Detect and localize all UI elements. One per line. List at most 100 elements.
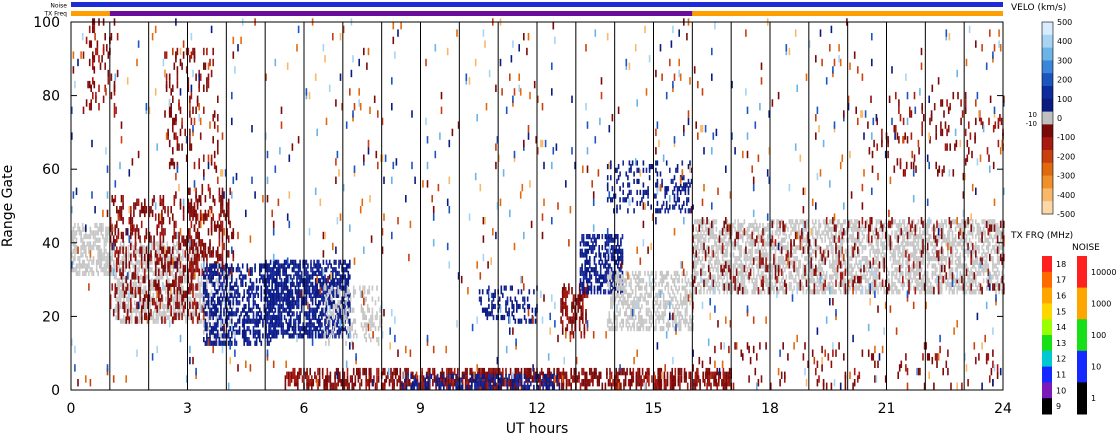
data-cell: [187, 187, 190, 195]
data-cell: [622, 303, 624, 310]
data-cell: [773, 263, 775, 269]
data-cell: [176, 73, 179, 81]
data-cell: [199, 285, 201, 291]
data-cell: [327, 326, 329, 332]
data-cell: [252, 296, 255, 302]
data-cell: [830, 230, 833, 236]
data-cell: [77, 263, 79, 269]
data-cell: [811, 226, 814, 232]
data-cell: [565, 301, 567, 310]
data-cell: [268, 329, 270, 335]
data-cell: [111, 256, 113, 262]
data-cell: [579, 281, 582, 287]
data-cell: [832, 248, 834, 254]
data-cell: [603, 263, 605, 269]
data-cell: [154, 250, 157, 258]
data-cell: [159, 287, 162, 295]
data-cell: [148, 279, 151, 287]
data-cell: [162, 235, 165, 243]
data-cell: [707, 252, 710, 258]
data-cell: [720, 245, 722, 251]
data-cell: [149, 259, 151, 265]
data-cell: [227, 250, 230, 258]
data-cell: [377, 337, 380, 343]
data-cell: [489, 311, 492, 317]
data-cell: [88, 58, 91, 67]
data-cell: [704, 226, 707, 232]
data-cell: [332, 281, 334, 287]
data-cell: [695, 274, 697, 280]
data-cell: [224, 263, 227, 269]
data-cell: [752, 289, 755, 295]
data-cell: [740, 263, 743, 269]
data-cell: [269, 303, 272, 310]
data-cell: [681, 300, 684, 306]
data-cell: [796, 267, 798, 273]
data-cell: [166, 307, 169, 313]
data-cell: [768, 226, 770, 232]
data-cell: [725, 285, 727, 291]
data-cell: [235, 281, 238, 287]
data-cell: [836, 259, 839, 265]
data-cell: [816, 267, 819, 273]
data-cell: [204, 209, 207, 218]
data-cell: [174, 296, 176, 302]
data-cell: [319, 270, 322, 276]
data-cell: [136, 316, 138, 324]
data-cell: [749, 248, 752, 254]
data-cell: [683, 318, 685, 324]
data-cell: [140, 274, 142, 280]
data-cell: [181, 298, 183, 306]
data-cell: [765, 226, 767, 232]
data-cell: [335, 274, 337, 280]
data-cell: [231, 278, 233, 284]
data-cell: [255, 303, 258, 310]
data-cell: [193, 239, 196, 247]
data-cell: [581, 237, 583, 243]
data-cell: [376, 314, 378, 321]
data-cell: [272, 303, 275, 310]
data-cell: [661, 270, 663, 276]
data-cell: [830, 278, 833, 284]
data-cell: [725, 270, 727, 276]
data-cell: [221, 322, 224, 328]
data-cell: [80, 234, 82, 240]
data-cell: [734, 256, 736, 262]
data-cell: [606, 164, 609, 170]
data-cell: [290, 333, 292, 339]
data-cell: [266, 267, 269, 273]
data-cell: [159, 231, 162, 240]
data-cell: [252, 333, 255, 339]
data-cell: [203, 300, 205, 306]
data-cell: [770, 256, 772, 262]
data-cell: [90, 99, 92, 107]
data-cell: [726, 230, 729, 236]
data-cell: [299, 263, 301, 269]
data-cell: [209, 322, 211, 328]
data-cell: [254, 340, 256, 346]
data-cell: [604, 274, 607, 280]
data-cell: [285, 267, 287, 273]
data-cell: [595, 237, 597, 243]
data-cell: [338, 326, 340, 332]
data-cell: [676, 164, 679, 170]
data-cell: [185, 314, 187, 321]
data-cell: [220, 292, 222, 298]
data-cell: [173, 117, 176, 126]
data-cell: [192, 239, 194, 247]
data-cell: [492, 314, 495, 321]
data-cell: [215, 318, 218, 324]
data-cell: [740, 248, 743, 254]
data-cell: [726, 248, 729, 254]
data-cell: [645, 281, 648, 287]
data-cell: [603, 278, 605, 284]
data-cell: [318, 263, 320, 269]
data-cell: [763, 263, 766, 269]
data-cell: [319, 322, 322, 328]
data-cell: [333, 259, 336, 265]
data-cell: [212, 114, 214, 122]
data-cell: [226, 250, 228, 258]
data-cell: [582, 237, 585, 243]
data-cell: [172, 95, 174, 103]
